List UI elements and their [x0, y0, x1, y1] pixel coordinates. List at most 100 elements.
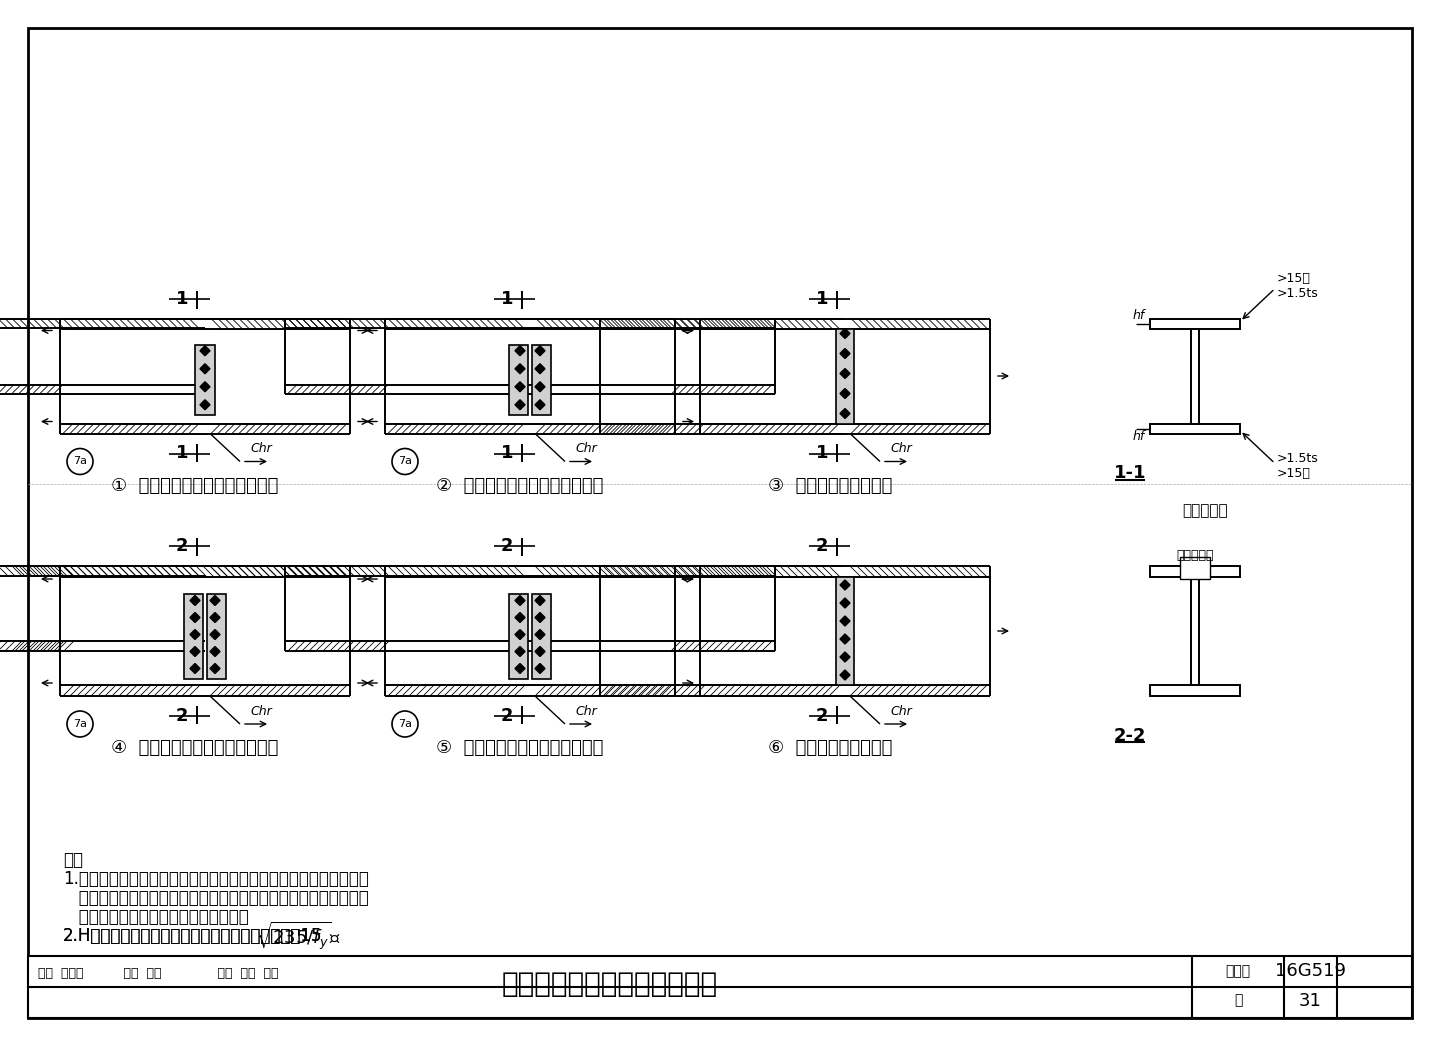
Text: 高强度螺栓: 高强度螺栓 [1182, 503, 1228, 519]
Text: 7a: 7a [397, 456, 412, 467]
Text: Chr: Chr [575, 705, 596, 718]
Text: 2-2: 2-2 [1113, 727, 1146, 745]
Polygon shape [516, 364, 526, 373]
Text: ⑥  次梁与主梁等高连接: ⑥ 次梁与主梁等高连接 [768, 740, 893, 757]
Text: hf: hf [1133, 430, 1145, 444]
Text: 1: 1 [501, 290, 513, 308]
Polygon shape [840, 328, 850, 339]
Polygon shape [210, 630, 220, 639]
Text: 图集号: 图集号 [1225, 964, 1250, 978]
Polygon shape [840, 598, 850, 608]
Polygon shape [536, 663, 544, 674]
Text: >1.5ts: >1.5ts [1277, 287, 1319, 300]
Text: 2: 2 [176, 537, 189, 555]
Text: 1: 1 [815, 290, 828, 308]
Text: 2: 2 [176, 707, 189, 725]
Polygon shape [210, 663, 220, 674]
Polygon shape [840, 670, 850, 680]
Bar [1191, 328, 1200, 424]
Polygon shape [210, 646, 220, 657]
Polygon shape [840, 388, 850, 399]
Polygon shape [536, 346, 544, 356]
Text: >1.5ts: >1.5ts [1277, 452, 1319, 465]
Bar [27, 956, 1413, 1018]
Text: 2: 2 [501, 707, 513, 725]
Polygon shape [516, 613, 526, 622]
Polygon shape [516, 595, 526, 606]
Polygon shape [210, 595, 220, 606]
Text: 次梁和主梁的连接构造（三）: 次梁和主梁的连接构造（三） [503, 970, 719, 998]
Text: hf: hf [1133, 309, 1145, 322]
Text: Chr: Chr [251, 442, 272, 455]
Polygon shape [840, 579, 850, 590]
Polygon shape [536, 382, 544, 392]
Polygon shape [190, 613, 200, 622]
Text: 注：: 注： [63, 851, 84, 869]
Bar [184, 593, 203, 679]
Polygon shape [840, 348, 850, 359]
Polygon shape [200, 400, 210, 410]
Polygon shape [200, 382, 210, 392]
Polygon shape [200, 364, 210, 373]
Text: 1: 1 [176, 445, 189, 462]
Text: Chr: Chr [251, 705, 272, 718]
Polygon shape [536, 364, 544, 373]
Text: 7a: 7a [73, 719, 86, 729]
Polygon shape [536, 400, 544, 410]
Text: 16G519: 16G519 [1274, 962, 1346, 980]
Text: >15且: >15且 [1277, 272, 1310, 285]
Polygon shape [190, 663, 200, 674]
Polygon shape [516, 630, 526, 639]
Bar [1151, 566, 1240, 577]
Polygon shape [516, 346, 526, 356]
Text: 1.次梁与主梁的连接，一般为次梁简支于主梁。必要时才采用本页和: 1.次梁与主梁的连接，一般为次梁简支于主梁。必要时才采用本页和 [63, 870, 369, 888]
Text: Chr: Chr [890, 705, 912, 718]
Text: 7a: 7a [73, 456, 86, 467]
Text: ③  次梁与主梁等高连接: ③ 次梁与主梁等高连接 [768, 477, 893, 495]
Text: 1: 1 [815, 445, 828, 462]
Bar [1179, 558, 1210, 579]
Polygon shape [536, 595, 544, 606]
Bar [508, 593, 528, 679]
Text: $\sqrt{235/f_y}$。: $\sqrt{235/f_y}$。 [256, 919, 341, 952]
Polygon shape [536, 630, 544, 639]
Polygon shape [536, 646, 544, 657]
Text: 高强度螺栓: 高强度螺栓 [1176, 549, 1214, 562]
Polygon shape [190, 595, 200, 606]
Text: 审核  郁银泉          校对  王喆              设计  刘岩  刘岑: 审核 郁银泉 校对 王喆 设计 刘岩 刘岑 [37, 967, 278, 980]
Polygon shape [200, 346, 210, 356]
Text: 上页图所示的刚性连接，例如结构中需要用井式梁、带有悬挑的次: 上页图所示的刚性连接，例如结构中需要用井式梁、带有悬挑的次 [63, 889, 369, 907]
Bar [837, 577, 854, 685]
Text: ②  次梁与主梁不等高连接（二）: ② 次梁与主梁不等高连接（二） [436, 477, 603, 495]
Text: 页: 页 [1234, 994, 1243, 1007]
Text: >15且: >15且 [1277, 467, 1310, 480]
Text: Chr: Chr [575, 442, 596, 455]
Text: Chr: Chr [890, 442, 912, 455]
Bar [837, 328, 854, 424]
Polygon shape [516, 646, 526, 657]
Text: 1-1: 1-1 [1113, 464, 1146, 482]
Text: 2.H形截面次梁受压翼缘悬伸部分的宽厚比不应大于15: 2.H形截面次梁受压翼缘悬伸部分的宽厚比不应大于15 [63, 927, 323, 945]
Polygon shape [190, 630, 200, 639]
Text: 31: 31 [1299, 992, 1322, 1009]
Text: ①  次梁与主梁不等高连接（一）: ① 次梁与主梁不等高连接（一） [111, 477, 279, 495]
Bar [531, 345, 552, 415]
Bar [508, 345, 528, 415]
Text: 梁或为了减小大跨度梁的挠度等情况。: 梁或为了减小大跨度梁的挠度等情况。 [63, 908, 249, 926]
Bar [1151, 424, 1240, 433]
Text: ④  次梁与主梁不等高连接（三）: ④ 次梁与主梁不等高连接（三） [111, 740, 279, 757]
Text: 2.H形截面次梁受压翼缘悬伸部分的宽厚比不应大于15: 2.H形截面次梁受压翼缘悬伸部分的宽厚比不应大于15 [63, 927, 323, 945]
Polygon shape [210, 613, 220, 622]
Polygon shape [516, 382, 526, 392]
Bar [194, 345, 215, 415]
Polygon shape [516, 663, 526, 674]
Polygon shape [190, 646, 200, 657]
Bar [531, 593, 552, 679]
Bar [1151, 685, 1240, 696]
Polygon shape [516, 400, 526, 410]
Text: 2: 2 [815, 707, 828, 725]
Text: 2: 2 [501, 537, 513, 555]
Text: ⑤  次梁与主梁不等高连接（四）: ⑤ 次梁与主梁不等高连接（四） [436, 740, 603, 757]
Polygon shape [840, 616, 850, 626]
Polygon shape [536, 613, 544, 622]
